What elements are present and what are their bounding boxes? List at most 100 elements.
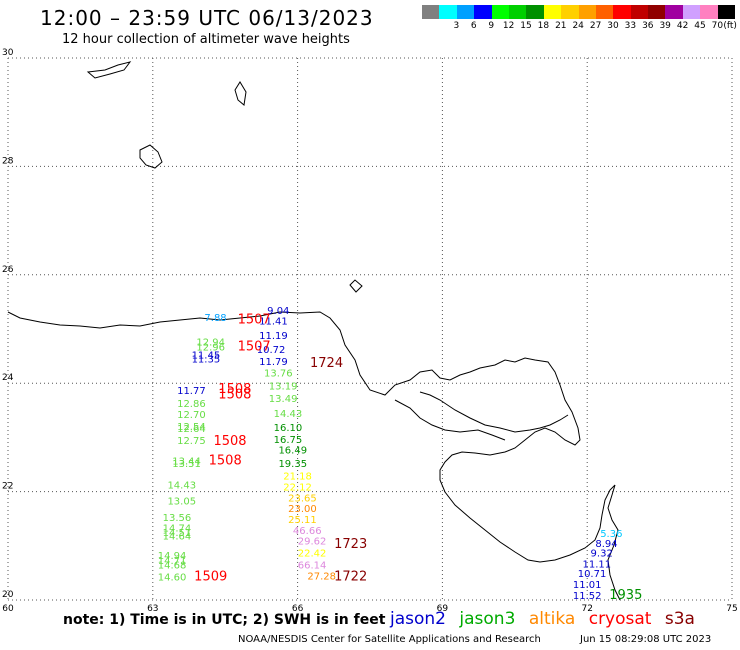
axis-ticks: 60 63 66 69 72 75 30 28 26 24 22 20: [2, 48, 738, 614]
legend-swatch: [491, 5, 509, 19]
pass-time-label: 1509: [194, 569, 227, 584]
legend-label: 3: [453, 21, 460, 31]
lon-tick-label: 72: [581, 604, 592, 614]
legend-label: 42: [676, 21, 689, 31]
legend-unit: (ft): [723, 21, 737, 31]
satellite-legend: jason2 jason3 altika cryosat s3a: [390, 609, 703, 629]
lat-tick-label: 20: [2, 590, 14, 600]
legend-label: 33: [624, 21, 637, 31]
legend-label: 12: [502, 21, 515, 31]
wave-height-label: 14.74: [163, 524, 192, 535]
island-3: [234, 81, 247, 106]
legend-labels: 3 6 9 12 15 18 21 24 27 30 33 36 39 42 45 70 (ft): [422, 19, 737, 33]
pass-time-label: 1724: [310, 356, 343, 371]
legend-swatch: [508, 5, 527, 19]
legend-swatch: [422, 5, 440, 19]
coastline-south: [607, 484, 621, 601]
wave-height-label: 11.11: [583, 559, 612, 570]
lon-tick-label: 69: [437, 604, 449, 614]
pass-time-label: 1508: [218, 387, 251, 402]
lat-tick-label: 24: [2, 373, 14, 383]
legend-swatches: [422, 5, 736, 19]
legend-swatch: [630, 5, 649, 19]
wave-height-label: 14.68: [158, 561, 187, 572]
wave-height-label: 14.43: [167, 480, 196, 491]
wave-height-label: 12.96: [196, 343, 225, 354]
wave-height-label: 11.79: [259, 357, 288, 368]
wave-height-label: 12.54: [177, 422, 206, 433]
sat-jason3: jason3: [459, 609, 516, 629]
wave-height-label: 5.36: [600, 529, 622, 540]
legend-label: 39: [659, 21, 671, 31]
wave-height-label: 11.41: [259, 317, 288, 328]
legend-swatch: [439, 5, 457, 19]
legend-swatch: [561, 5, 579, 19]
legend-swatch: [682, 5, 701, 19]
wave-height-label: 14.94: [158, 551, 187, 562]
wave-height-label: 9.32: [591, 549, 613, 560]
wave-height-label: 29.62: [298, 537, 327, 548]
legend-swatch: [578, 5, 596, 19]
pass-time-label: 1723: [334, 537, 367, 552]
wave-height-label: 13.19: [269, 382, 298, 393]
wave-height-label: 14.51: [163, 528, 192, 539]
sat-s3a: s3a: [664, 609, 695, 629]
legend-label: 9: [488, 21, 495, 31]
legend-swatch: [648, 5, 666, 19]
lon-tick-label: 60: [2, 604, 14, 614]
coastline-gulf: [419, 391, 569, 433]
legend-swatch: [717, 5, 736, 19]
wave-height-label: 13.05: [167, 497, 196, 508]
credit-line: NOAA/NESDIS Center for Satellite Applica…: [238, 634, 541, 645]
wave-height-label: 27.28: [307, 571, 336, 582]
wave-height-label: 14.71: [158, 556, 187, 567]
wave-height-label: 22.42: [298, 549, 327, 560]
lon-tick-label: 66: [292, 604, 304, 614]
wave-labels: 7.889.0411.4111.1910.7211.7913.7613.1913…: [158, 306, 643, 603]
lat-tick-label: 28: [2, 156, 14, 166]
island-1: [86, 61, 132, 79]
lat-tick-label: 22: [2, 482, 13, 492]
coastline-mainland: [7, 311, 616, 563]
legend-swatch: [665, 5, 683, 19]
wave-height-label: 12.64: [177, 424, 206, 435]
pass-time-label: 1935: [609, 588, 642, 603]
wave-height-label: 12.86: [177, 399, 206, 410]
wave-height-label: 11.45: [192, 350, 221, 361]
wave-height-label: 9.04: [267, 306, 289, 317]
wave-height-label: 13.76: [264, 369, 293, 380]
wave-height-label: 7.88: [204, 313, 226, 324]
legend-swatch: [700, 5, 718, 19]
pass-time-label: 1722: [334, 569, 367, 584]
wave-height-label: 22.12: [283, 483, 312, 494]
wave-height-label: 14.43: [274, 409, 303, 420]
island-4: [349, 279, 363, 293]
legend-label: 15: [520, 21, 532, 31]
legend-swatch: [474, 5, 492, 19]
wave-height-label: 14.60: [158, 572, 187, 583]
footer-note: note: 1) Time is in UTC; 2) SWH is in fe…: [63, 612, 386, 628]
sat-jason2: jason2: [390, 609, 446, 629]
page-title: 12:00 – 23:59 UTC 06/13/2023: [40, 6, 374, 30]
legend-swatch: [613, 5, 631, 19]
wave-height-label: 21.18: [283, 472, 312, 483]
wave-height-label: 16.49: [278, 446, 307, 457]
wave-height-label: 12.75: [177, 436, 206, 447]
map-grid: [7, 57, 733, 601]
wave-height-label: 11.01: [573, 580, 602, 591]
wave-height-label: 12.94: [196, 337, 225, 348]
pass-time-label: 1508: [213, 434, 246, 449]
lon-tick-label: 75: [726, 604, 737, 614]
coastline: [7, 61, 621, 601]
wave-height-label: 13.56: [163, 513, 192, 524]
legend-swatch: [595, 5, 614, 19]
legend-label: 27: [589, 21, 602, 31]
legend-label: 6: [470, 21, 477, 31]
legend-label: 45: [694, 21, 706, 31]
wave-height-label: 23.00: [288, 504, 317, 515]
legend-swatch: [543, 5, 562, 19]
page-subtitle: 12 hour collection of altimeter wave hei…: [62, 32, 350, 47]
pass-time-label: 1507: [238, 313, 271, 328]
sat-cryosat: cryosat: [588, 609, 652, 629]
